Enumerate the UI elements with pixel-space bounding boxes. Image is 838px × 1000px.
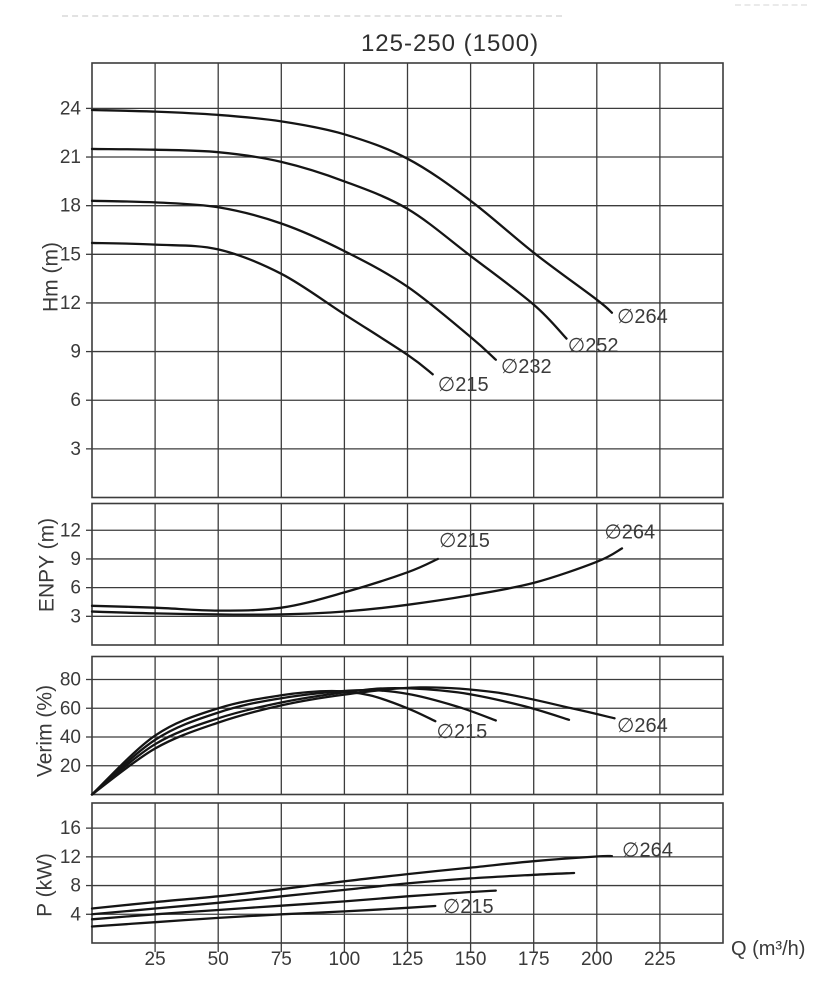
y-tick-label: 16 (60, 818, 81, 839)
curve-label-hm-215: ∅215 (438, 374, 489, 396)
y-tick-label: 3 (70, 439, 81, 460)
panel-enpy: 3 6 9 12 ∅215 ∅264 ENPY (m) (36, 502, 724, 646)
curve-label-hm-252: ∅252 (568, 335, 619, 357)
y-axis-title-p: P (kW) (34, 853, 57, 917)
y-tick-label: 12 (60, 520, 81, 541)
y-tick-label: 60 (60, 698, 81, 719)
panel-p: 4 8 12 16 ∅215 ∅264 P (kW) (34, 802, 724, 944)
y-tick-label: 40 (60, 727, 81, 748)
x-tick-label: 125 (392, 949, 424, 970)
y-tick-label: 3 (70, 606, 81, 627)
curve-hm-232 (90, 199, 497, 361)
y-tick-label: 8 (70, 876, 81, 897)
y-tick-label: 4 (70, 904, 81, 925)
y-axis-title-enpy: ENPY (m) (36, 518, 59, 612)
x-tick-label: 50 (208, 949, 229, 970)
y-tick-label: 12 (60, 293, 81, 314)
panel-verim: 20 40 60 80 ∅215 ∅264 Verim (%) (34, 655, 724, 796)
curve-verim-252 (90, 686, 571, 796)
x-tick-label: 225 (644, 949, 676, 970)
y-axis-title-hm: Hm (m) (40, 242, 63, 312)
curve-p-264 (90, 854, 614, 910)
curve-label-hm-232: ∅232 (501, 356, 552, 378)
y-axis-title-verim: Verim (%) (34, 685, 57, 777)
curve-verim-215 (90, 689, 437, 796)
chart-title: 125-250 (1500) (360, 30, 540, 57)
curve-label-verim-215: ∅215 (437, 721, 488, 743)
y-tick-label: 9 (70, 549, 81, 570)
panel-border (91, 62, 724, 499)
curve-enpy-264 (90, 547, 624, 616)
y-tick-label: 24 (60, 98, 82, 119)
curve-enpy-215 (90, 557, 439, 612)
curve-p-252 (90, 871, 576, 916)
y-tick-label: 15 (60, 244, 81, 265)
curve-label-verim-264: ∅264 (617, 715, 668, 737)
curve-label-enpy-215: ∅215 (439, 530, 490, 552)
y-tick-label: 6 (70, 390, 81, 411)
x-tick-label: 25 (145, 949, 166, 970)
panel-border (91, 502, 724, 646)
x-tick-label: 75 (271, 949, 292, 970)
curve-hm-264 (90, 108, 614, 314)
x-tick-label: 150 (455, 949, 487, 970)
curve-p-232 (90, 889, 497, 921)
curve-hm-252 (90, 147, 568, 340)
x-tick-label: 100 (329, 949, 361, 970)
x-tick-label: 175 (518, 949, 550, 970)
y-tick-label: 20 (60, 756, 81, 777)
curve-label-p-215: ∅215 (443, 896, 494, 918)
y-tick-label: 80 (60, 670, 81, 691)
curve-p-215 (90, 904, 437, 928)
x-axis: 25 50 75 100 125 150 175 200 225 Q (m³/h) (145, 938, 806, 970)
curve-label-hm-264: ∅264 (617, 306, 668, 328)
y-tick-label: 9 (70, 342, 81, 363)
y-tick-label: 21 (60, 147, 81, 168)
y-tick-label: 12 (60, 847, 81, 868)
curve-verim-264 (90, 686, 616, 796)
curve-hm-215 (90, 241, 434, 376)
y-tick-label: 6 (70, 578, 81, 599)
curve-label-p-264: ∅264 (622, 840, 673, 862)
x-tick-label: 200 (581, 949, 613, 970)
curve-verim-232 (90, 688, 497, 796)
x-axis-title: Q (m³/h) (731, 938, 805, 960)
panel-border (91, 655, 724, 796)
curve-label-enpy-264: ∅264 (604, 521, 655, 543)
panel-hm: 3 6 9 12 15 18 21 24 ∅215 ∅232 ∅252 ∅264 Hm (m) (40, 62, 724, 499)
y-tick-label: 18 (60, 196, 81, 217)
scan-artifact-dashes-2 (735, 4, 807, 6)
scan-artifact-dashes (62, 15, 562, 17)
